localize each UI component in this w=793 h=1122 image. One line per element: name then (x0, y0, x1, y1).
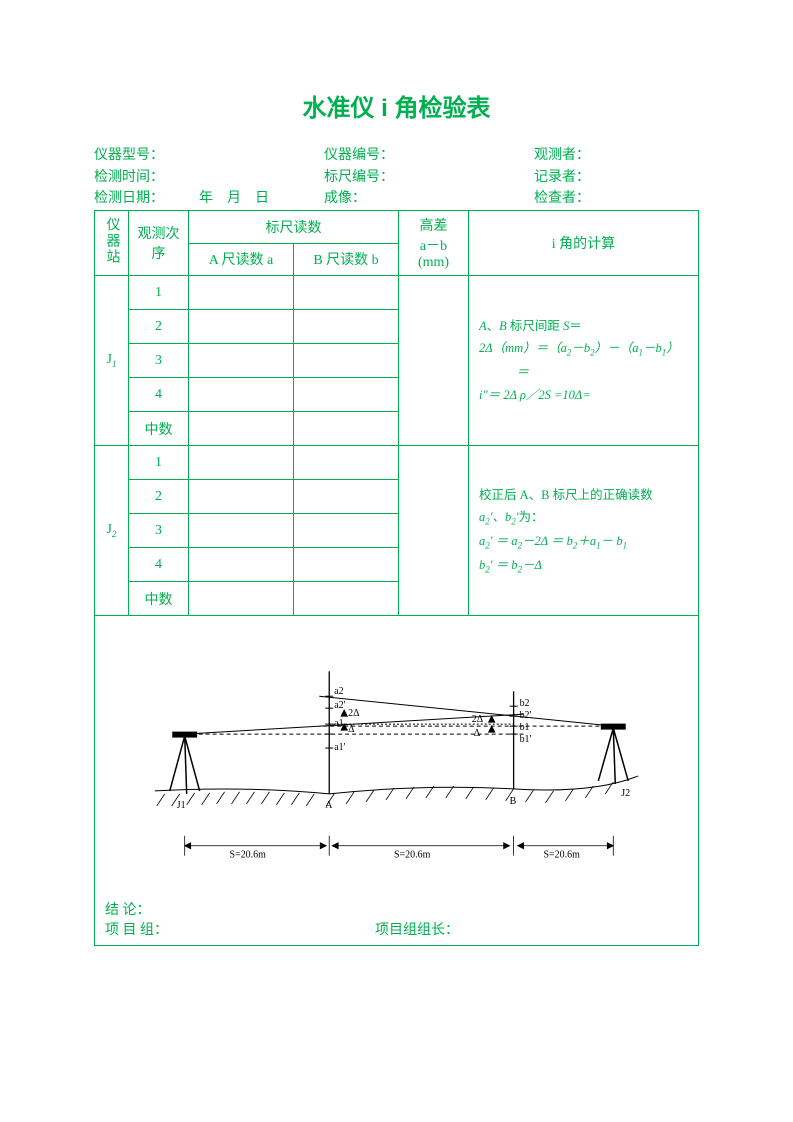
meta-checker: 检查者： (534, 188, 699, 210)
svg-text:S=20.6m: S=20.6m (544, 850, 581, 861)
cell-seq: 3 (129, 344, 189, 378)
cell-calc-j1: A、B 标尺间距 S＝ 2Δ（mm）＝（a2－b2）－（a1－b1） ＝ i″＝… (469, 276, 699, 446)
svg-text:a2: a2 (334, 686, 343, 697)
cell-seq: 2 (129, 310, 189, 344)
meta-model: 仪器型号： (94, 145, 324, 167)
svg-text:b2: b2 (520, 698, 530, 709)
page-title: 水准仪 i 角检验表 (94, 88, 699, 123)
meta-serial: 仪器编号： (324, 145, 534, 167)
svg-text:2Δ: 2Δ (348, 708, 360, 719)
svg-text:Δ: Δ (348, 724, 355, 735)
diagram-box: a2 a2' 2Δ a1 Δ a1' b2 b2' 2Δ b1 Δ b1' J1… (94, 616, 699, 946)
cell-b (294, 276, 399, 310)
svg-text:a1: a1 (334, 718, 343, 729)
meta-block: 仪器型号： 仪器编号： 观测者： 检测时间： 标尺编号： 记录者： 检测日期： … (94, 145, 699, 210)
th-read-b: B 尺读数 b (294, 243, 399, 276)
svg-text:a2': a2' (334, 700, 345, 711)
th-readings: 标尺读数 (189, 211, 399, 244)
cell-seq: 4 (129, 378, 189, 412)
meta-observer: 观测者： (534, 145, 699, 167)
svg-text:J1: J1 (177, 800, 186, 811)
th-station: 仪器站 (102, 217, 122, 265)
svg-text:b1: b1 (520, 722, 530, 733)
svg-text:a1': a1' (334, 742, 345, 753)
meta-time: 检测时间： (94, 167, 324, 189)
svg-text:B: B (510, 796, 517, 807)
th-diff: 高差 a－b (mm) (399, 211, 469, 276)
cell-calc-j2: 校正后 A、B 标尺上的正确读数 a2′、b2′为： a2′ ＝ a2－2Δ ＝… (469, 446, 699, 616)
cell-seq: 3 (129, 514, 189, 548)
cell-seq: 中数 (129, 412, 189, 446)
footer-group: 项 目 组： (105, 919, 168, 939)
cell-seq: 1 (129, 446, 189, 480)
svg-text:2Δ: 2Δ (472, 714, 484, 725)
th-read-a: A 尺读数 a (189, 243, 294, 276)
meta-recorder: 记录者： (534, 167, 699, 189)
svg-text:b1': b1' (520, 734, 532, 745)
th-calc: i 角的计算 (469, 211, 699, 276)
svg-text:A: A (325, 800, 333, 811)
cell-a (189, 276, 294, 310)
cell-diff-j1 (399, 276, 469, 446)
th-seq: 观测次序 (129, 211, 189, 276)
cell-seq: 4 (129, 548, 189, 582)
meta-date: 检测日期： 年 月 日 (94, 188, 324, 210)
svg-text:S=20.6m: S=20.6m (394, 850, 431, 861)
cell-station-j1: J1 (95, 276, 129, 446)
meta-ruler: 标尺编号： (324, 167, 534, 189)
footer-leader: 项目组组长： (375, 919, 459, 939)
cell-diff-j2 (399, 446, 469, 616)
svg-text:b2': b2' (520, 710, 532, 721)
cell-seq: 2 (129, 480, 189, 514)
meta-imaging: 成像： (324, 188, 534, 210)
cell-station-j2: J2 (95, 446, 129, 616)
svg-text:J2: J2 (621, 788, 630, 799)
cell-seq: 中数 (129, 582, 189, 616)
inspection-table: 仪器站 观测次序 标尺读数 高差 a－b (mm) i 角的计算 A 尺读数 a… (94, 210, 699, 616)
leveling-diagram: a2 a2' 2Δ a1 Δ a1' b2 b2' 2Δ b1 Δ b1' J1… (95, 636, 698, 886)
svg-text:Δ: Δ (474, 728, 481, 739)
footer-conclusion: 结 论： (105, 899, 151, 919)
svg-text:S=20.6m: S=20.6m (230, 850, 267, 861)
cell-seq: 1 (129, 276, 189, 310)
